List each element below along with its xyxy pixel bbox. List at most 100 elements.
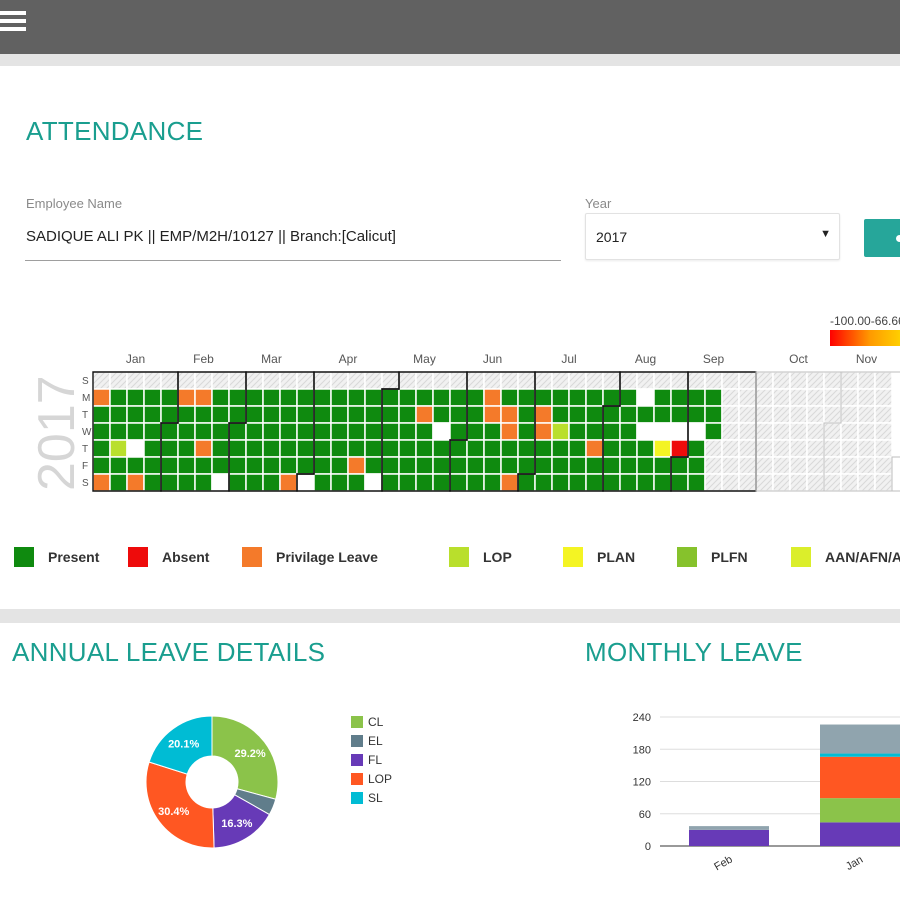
calendar-day-cell [824,406,841,423]
month-label: Feb [193,352,214,366]
calendar-day-cell [263,423,280,440]
calendar-day-cell [348,423,365,440]
calendar-day-cell [246,389,263,406]
calendar-day-cell [569,406,586,423]
calendar-day-cell [773,474,790,491]
calendar-day-cell [416,457,433,474]
calendar-day-cell [365,389,382,406]
calendar-day-cell [620,372,637,389]
calendar-day-cell [212,474,229,491]
calendar-day-cell [416,474,433,491]
calendar-day-cell [263,457,280,474]
calendar-day-cell [144,389,161,406]
calendar-day-cell [467,440,484,457]
calendar-day-cell [586,457,603,474]
calendar-day-cell [824,474,841,491]
calendar-day-cell [110,474,127,491]
month-boundary [892,372,900,491]
calendar-day-cell [348,474,365,491]
calendar-day-cell [229,474,246,491]
calendar-day-cell [824,372,841,389]
bar-segment-el [820,725,900,754]
calendar-day-cell [671,423,688,440]
calendar-day-cell [433,474,450,491]
monthly-leave-title: MONTHLY LEAVE [585,637,803,668]
calendar-day-cell [569,440,586,457]
calendar-day-cell [110,423,127,440]
section-divider [0,609,900,623]
calendar-day-cell [144,423,161,440]
calendar-day-cell [773,389,790,406]
bar-segment-el [689,826,769,830]
calendar-day-cell [127,457,144,474]
calendar-day-cell [382,440,399,457]
attendance-calendar: JanFebMarAprMayJunJulAugSepOctNov SMTWTF… [0,345,900,495]
calendar-day-cell [637,440,654,457]
calendar-day-cell [212,406,229,423]
calendar-day-cell [722,474,739,491]
calendar-day-cell [110,440,127,457]
legend-label: AAN/AFN/A [825,549,900,565]
calendar-day-cell [705,372,722,389]
calendar-day-cell [263,406,280,423]
calendar-day-cell [144,457,161,474]
calendar-day-cell [722,423,739,440]
calendar-day-cell [263,440,280,457]
calendar-day-cell [722,372,739,389]
calendar-day-cell [688,423,705,440]
calendar-day-cell [518,389,535,406]
calendar-day-cell [450,372,467,389]
bar-segment-fl [689,830,769,846]
year-select[interactable]: 2017 ▼ [585,213,840,260]
legend-swatch [14,547,34,567]
calendar-day-cell [433,440,450,457]
calendar-day-cell [773,440,790,457]
calendar-day-cell [603,440,620,457]
weekday-label: S [82,478,89,489]
calendar-day-cell [705,440,722,457]
calendar-day-cell [501,440,518,457]
annual-leave-title: ANNUAL LEAVE DETAILS [12,637,325,668]
month-label: Aug [635,352,656,366]
calendar-day-cell [790,423,807,440]
calendar-day-cell [688,474,705,491]
calendar-day-cell [399,423,416,440]
calendar-day-cell [297,440,314,457]
weekday-label: F [82,461,88,472]
calendar-day-cell [93,474,110,491]
calendar-day-cell [433,423,450,440]
calendar-day-cell [144,440,161,457]
employee-name-input[interactable]: SADIQUE ALI PK || EMP/M2H/10127 || Branc… [26,228,396,245]
calendar-day-cell [501,372,518,389]
calendar-day-cell [110,406,127,423]
hamburger-menu-icon[interactable] [0,11,26,33]
calendar-day-cell [195,406,212,423]
calendar-day-cell [790,440,807,457]
calendar-day-cell [110,457,127,474]
calendar-day-cell [195,440,212,457]
calendar-day-cell [246,440,263,457]
pie-slice-label: 20.1% [168,738,199,750]
legend-label: SL [368,791,383,805]
calendar-day-cell [399,389,416,406]
calendar-day-cell [807,389,824,406]
calendar-day-cell [161,474,178,491]
calendar-day-cell [790,372,807,389]
calendar-day-cell [739,406,756,423]
calendar-day-cell [161,406,178,423]
scale-label: -100.00-66.66 [830,314,900,328]
calendar-day-cell [127,423,144,440]
submit-button[interactable] [864,219,900,257]
calendar-day-cell [144,474,161,491]
calendar-day-cell [161,389,178,406]
calendar-day-cell [705,423,722,440]
calendar-day-cell [348,457,365,474]
color-scale-bar [830,330,900,346]
calendar-day-cell [212,440,229,457]
calendar-day-cell [331,457,348,474]
calendar-day-cell [246,474,263,491]
month-label: May [413,352,436,366]
calendar-day-cell [178,457,195,474]
calendar-day-cell [637,423,654,440]
calendar-day-cell [93,389,110,406]
